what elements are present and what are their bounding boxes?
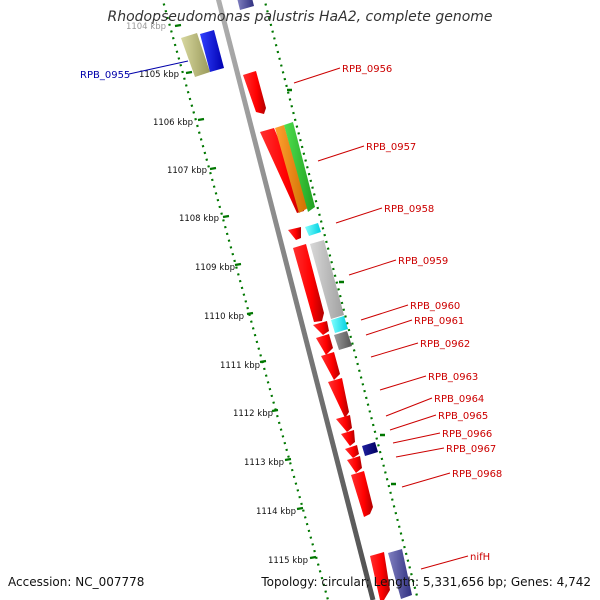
gene-label-rpb0965[interactable]: RPB_0965 — [438, 411, 488, 422]
kbp-label: 1105 kbp — [139, 70, 179, 80]
kbp-label: 1112 kbp — [233, 409, 273, 419]
genome-title: Rhodopseudomonas palustris HaA2, complet… — [107, 9, 493, 25]
gene-block-rpb0964[interactable] — [336, 415, 352, 432]
gene-label-rpb0957[interactable]: RPB_0957 — [366, 142, 416, 153]
gene-block-rpb0960[interactable] — [313, 321, 329, 335]
gene-label-rpb0955[interactable]: RPB_0955 — [80, 70, 130, 81]
genome-summary-text: Topology: circular; Length: 5,331,656 bp… — [261, 575, 591, 589]
forward-strand-genes — [275, 122, 412, 599]
kbp-label: 1109 kbp — [195, 263, 235, 273]
gene-label-rpb0959[interactable]: RPB_0959 — [398, 256, 448, 267]
reverse-strand-genes — [181, 0, 390, 600]
kbp-label: 1107 kbp — [167, 166, 207, 176]
gene-label-rpb0968[interactable]: RPB_0968 — [452, 469, 502, 480]
gene-block-rpb0959[interactable] — [293, 244, 324, 322]
gene-block-rpb0963[interactable] — [328, 378, 349, 418]
gene-block-blue[interactable] — [200, 30, 224, 72]
gene-block-rpb0965[interactable] — [341, 430, 355, 446]
gene-label-rpb0956[interactable]: RPB_0956 — [342, 64, 392, 75]
gene-block-cyan-lower[interactable] — [331, 316, 348, 333]
kbp-label: 1110 kbp — [204, 312, 244, 322]
gene-label-rpb0958[interactable]: RPB_0958 — [384, 204, 434, 215]
kbp-label: 1115 kbp — [268, 556, 308, 566]
gene-label-rpb0961[interactable]: RPB_0961 — [414, 316, 464, 327]
gene-label-nifh[interactable]: nifH — [470, 552, 490, 563]
genome-backbone — [215, 0, 376, 600]
gene-block-rpb0958[interactable] — [288, 227, 301, 240]
gene-block-navy[interactable] — [362, 442, 378, 456]
gene-block-darkgray[interactable] — [334, 331, 352, 350]
track-left-border — [161, 0, 330, 600]
kbp-label: 1104 kbp — [126, 22, 166, 32]
gene-block-rpb0955[interactable] — [181, 33, 210, 77]
gene-labels: RPB_0955 RPB_0956 RPB_0957 RPB_0958 RPB_… — [80, 64, 502, 563]
gene-block-rpb0962[interactable] — [321, 352, 340, 380]
gene-label-rpb0960[interactable]: RPB_0960 — [410, 301, 460, 312]
gene-label-rpb0967[interactable]: RPB_0967 — [446, 444, 496, 455]
gene-label-rpb0966[interactable]: RPB_0966 — [442, 429, 492, 440]
kbp-label: 1106 kbp — [153, 118, 193, 128]
right-border-ticks — [287, 88, 396, 486]
gene-block-nifh[interactable] — [370, 552, 390, 600]
gene-block-gray[interactable] — [310, 240, 344, 319]
gene-label-rpb0963[interactable]: RPB_0963 — [428, 372, 478, 383]
kbp-tick-labels: 1104 kbp 1105 kbp 1106 kbp 1107 kbp 1108… — [126, 22, 308, 566]
kbp-label: 1114 kbp — [256, 507, 296, 517]
kbp-label: 1113 kbp — [244, 458, 284, 468]
gene-block-cyan-upper[interactable] — [305, 223, 321, 236]
kbp-label: 1111 kbp — [220, 361, 260, 371]
kbp-tick-marks — [174, 23, 317, 560]
gene-block-green[interactable] — [284, 122, 315, 212]
gene-block-purple-bottom[interactable] — [388, 549, 412, 599]
accession-text: Accession: NC_007778 — [8, 575, 145, 589]
gene-block-rpb0956[interactable] — [243, 71, 266, 114]
gene-block-orange[interactable] — [275, 125, 308, 213]
gene-label-rpb0964[interactable]: RPB_0964 — [434, 394, 484, 405]
gene-block-rpb0967[interactable] — [347, 456, 362, 473]
label-leader-lines — [128, 60, 469, 570]
gene-block-rpb0966[interactable] — [345, 445, 359, 458]
gene-label-rpb0962[interactable]: RPB_0962 — [420, 339, 470, 350]
gene-block-rpb0961[interactable] — [316, 334, 333, 355]
gene-block-rpb0968[interactable] — [351, 471, 373, 517]
gene-block-purple-top[interactable] — [237, 0, 254, 10]
kbp-label: 1108 kbp — [179, 214, 219, 224]
